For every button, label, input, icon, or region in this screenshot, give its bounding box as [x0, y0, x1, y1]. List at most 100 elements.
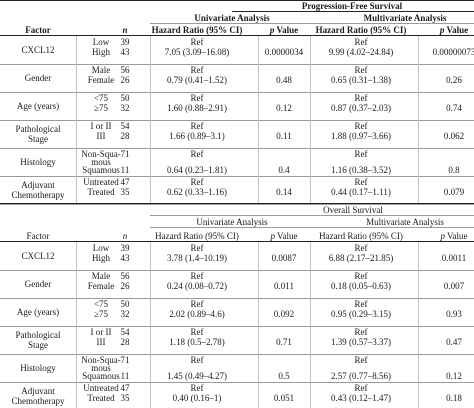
top-rule — [0, 0, 474, 1]
column-divider — [150, 64, 151, 92]
univariate-hazard-ratio: Ref — [190, 243, 204, 253]
univariate-hazard-ratio: Ref — [190, 383, 204, 393]
univariate-hazard-ratio: Ref — [190, 327, 204, 337]
p-symbol: p — [440, 231, 445, 241]
multivariate-p-value: 0.079 — [443, 187, 465, 197]
os-univariate-header: Univariate Analysis — [196, 217, 268, 227]
pfs-header-rule — [0, 35, 474, 36]
pfs-group-rule — [150, 23, 474, 24]
column-divider — [258, 382, 259, 408]
univariate-hazard-ratio: 0.79 (0.41–1.52) — [167, 75, 227, 85]
level-label: I or II — [90, 121, 112, 131]
factor-label: Stage — [28, 134, 48, 144]
n-value: 26 — [120, 281, 130, 291]
column-divider — [150, 120, 151, 148]
factor-label: Histology — [20, 157, 56, 167]
pfs-factor-header: Factor — [25, 25, 51, 35]
column-divider — [76, 354, 77, 382]
column-divider — [418, 176, 419, 204]
univariate-p-value: 0.5 — [278, 371, 290, 381]
factor-label: Chemotherapy — [11, 190, 65, 200]
os-title: Overall Survival — [323, 205, 383, 215]
level-label: <75 — [93, 93, 109, 103]
column-divider — [76, 148, 77, 176]
univariate-p-value: 0.11 — [276, 131, 292, 141]
column-divider — [310, 270, 311, 298]
univariate-hazard-ratio: Ref — [190, 355, 204, 365]
pfs-title: Progression-Free Survival — [301, 1, 403, 11]
pfs-univariate-hr-header: Hazard Ratio (95% CI) — [151, 25, 243, 35]
univariate-hazard-ratio: Ref — [190, 299, 204, 309]
n-value: 39 — [120, 243, 130, 253]
column-divider — [418, 270, 419, 298]
column-divider — [418, 148, 419, 176]
multivariate-hazard-ratio: Ref — [354, 93, 368, 103]
level-label: Female — [87, 281, 115, 291]
factor-label: Gender — [24, 73, 52, 83]
multivariate-p-value: 0.0011 — [441, 253, 467, 263]
row-divider — [0, 298, 474, 299]
column-divider — [310, 298, 311, 326]
univariate-hazard-ratio: Ref — [190, 65, 204, 75]
row-divider — [0, 354, 474, 355]
factor-label: Adjuvant — [21, 386, 55, 396]
column-divider — [310, 148, 311, 176]
column-divider — [418, 242, 419, 270]
level-label: Squamous — [82, 165, 120, 175]
n-value: 50 — [120, 299, 130, 309]
column-divider — [258, 36, 259, 64]
column-divider — [258, 298, 259, 326]
level-label: Low — [92, 243, 110, 253]
column-divider — [150, 242, 151, 270]
multivariate-hazard-ratio: Ref — [354, 121, 368, 131]
multivariate-p-value: 0.062 — [443, 131, 465, 141]
factor-label: Gender — [24, 279, 52, 289]
multivariate-hazard-ratio: 0.18 (0.05–0.63) — [331, 281, 391, 291]
univariate-p-value: 0.71 — [276, 337, 292, 347]
level-label: Male — [91, 65, 111, 75]
univariate-p-value: 0.14 — [276, 187, 292, 197]
column-divider — [150, 354, 151, 382]
os-univariate-p-header: p Value — [270, 231, 298, 241]
n-value: 11 — [120, 165, 130, 175]
level-label: ≥75 — [94, 309, 108, 319]
univariate-hazard-ratio: 1.45 (0.49–4.27) — [167, 371, 227, 381]
os-title-rule — [150, 215, 474, 216]
column-divider — [150, 326, 151, 354]
column-divider — [418, 64, 419, 92]
column-divider — [76, 92, 77, 120]
column-divider — [310, 326, 311, 354]
column-divider — [258, 92, 259, 120]
univariate-hazard-ratio: Ref — [190, 37, 204, 47]
level-label: Squamous — [82, 371, 120, 381]
n-value: 43 — [120, 253, 130, 263]
pfs-univariate-p-header: p Value — [269, 25, 299, 35]
factor-label: Histology — [20, 363, 56, 373]
column-divider — [418, 36, 419, 64]
level-label: III — [96, 131, 106, 141]
n-value: 28 — [120, 131, 130, 141]
univariate-hazard-ratio: Ref — [190, 121, 204, 131]
level-label: Treated — [87, 393, 115, 403]
column-divider — [258, 176, 259, 204]
multivariate-p-value: 0.18 — [446, 393, 462, 403]
univariate-hazard-ratio: 1.60 (0.88–2.91) — [167, 103, 227, 113]
multivariate-hazard-ratio: 0.87 (0.37–2.03) — [331, 103, 391, 113]
os-group-rule — [150, 227, 474, 228]
level-label: I or II — [90, 327, 112, 337]
column-divider — [76, 326, 77, 354]
row-divider — [0, 382, 474, 383]
univariate-p-value: 0.051 — [273, 393, 295, 403]
column-divider — [258, 120, 259, 148]
univariate-p-value: 0.48 — [276, 75, 292, 85]
multivariate-hazard-ratio: 0.44 (0.17–1.11) — [331, 187, 391, 197]
multivariate-hazard-ratio: 1.16 (0.38–3.52) — [331, 165, 391, 175]
multivariate-p-value: 0.007 — [443, 281, 465, 291]
n-value: 32 — [120, 103, 130, 113]
multivariate-hazard-ratio: Ref — [354, 271, 368, 281]
n-value: 11 — [120, 371, 130, 381]
column-divider — [418, 382, 419, 408]
column-divider — [76, 270, 77, 298]
n-value: 47 — [120, 177, 130, 187]
column-divider — [310, 354, 311, 382]
